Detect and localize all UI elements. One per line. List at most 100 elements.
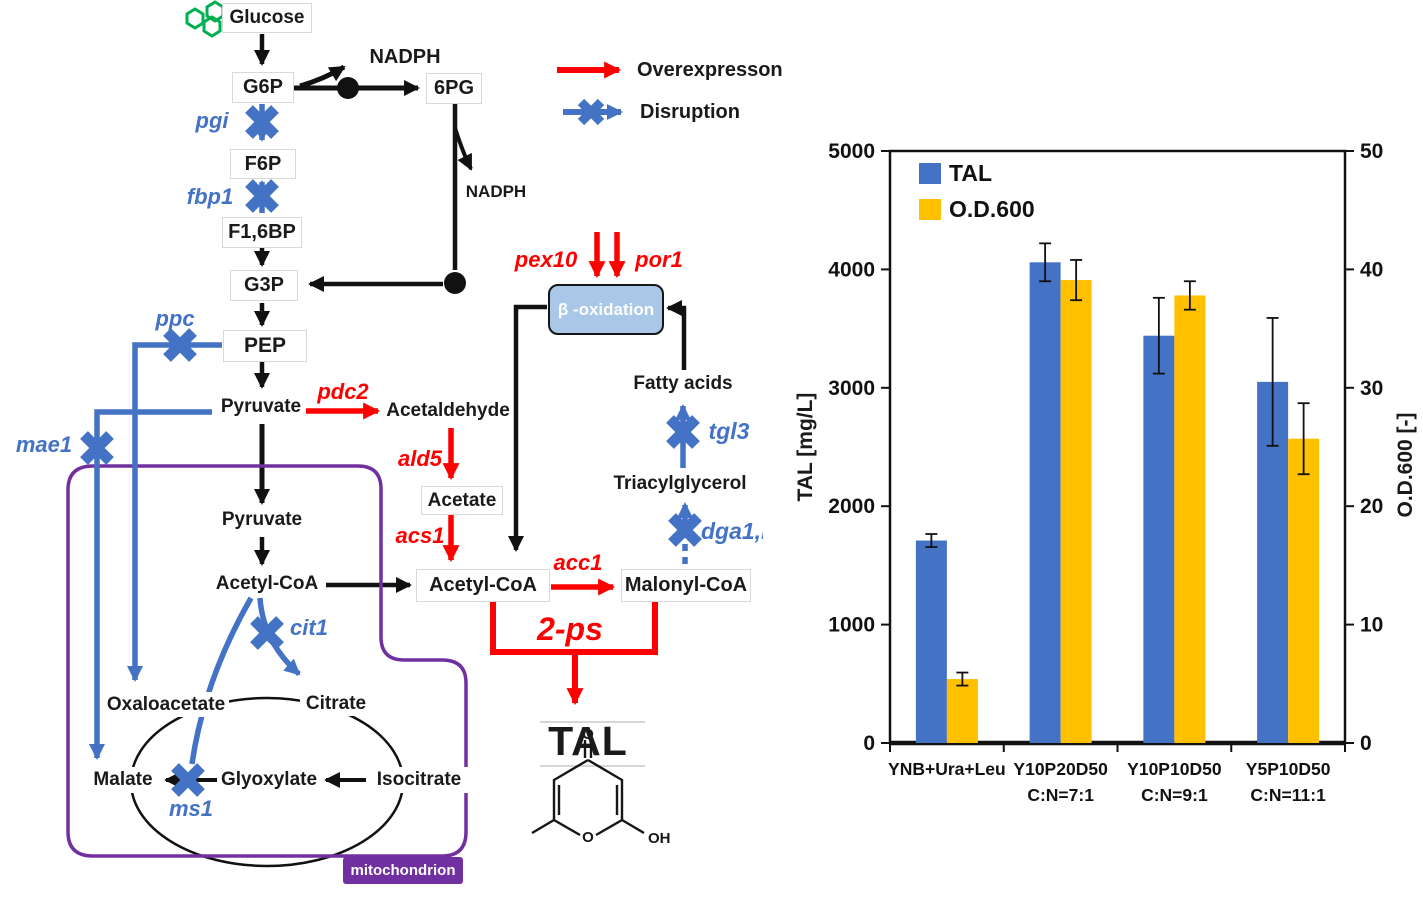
svg-text:0: 0 [1360, 732, 1372, 755]
svg-text:YNB+Ura+Leu: YNB+Ura+Leu [888, 759, 1006, 779]
disruption-x-marks [80, 98, 702, 797]
chart-legend-item-od600: O.D.600 [919, 196, 1035, 223]
x-dga1 [668, 513, 702, 547]
chart-y-right-title: O.D.600 [-] [1393, 412, 1417, 518]
red-arrows [306, 61, 658, 706]
x-mae1 [80, 431, 114, 465]
gene-pdc2: pdc2 [317, 379, 369, 405]
svg-text:20: 20 [1360, 495, 1383, 518]
svg-text:1000: 1000 [828, 614, 875, 637]
metabolite-glucose: Glucose [222, 3, 312, 33]
metabolite-glyoxylate: Glyoxylate [217, 767, 321, 793]
metabolite-acetaldehyde: Acetaldehyde [383, 398, 513, 424]
process-beta-oxidation: β -oxidation [548, 284, 664, 335]
svg-text:10: 10 [1360, 614, 1383, 637]
legend-overexpression-label: Overexpresson [637, 58, 783, 81]
tal-legend-label: TAL [949, 160, 993, 186]
bar-TAL-2 [1143, 335, 1175, 743]
x-pgi [245, 105, 279, 139]
product-tal: TAL [548, 718, 628, 765]
bar-TAL-1 [1029, 262, 1061, 743]
metabolite-g6p: G6P [232, 72, 294, 103]
gene-dga1-lro1: dga1,lr [701, 517, 763, 544]
tal-legend-swatch [919, 163, 941, 184]
gene-acc1: acc1 [553, 549, 603, 575]
structure-o-top: O [582, 726, 594, 743]
chart-bars-and-ticks: 0 1000 2000 3000 4000 5000 0 10 20 30 40 50 YNB+Ura+… [828, 140, 1383, 805]
chart-plot: 0 1000 2000 3000 4000 5000 0 10 20 30 40 50 YNB+Ura+… [828, 140, 1383, 805]
gene-ppc: ppc [155, 306, 195, 332]
metabolite-pep: PEP [223, 330, 307, 362]
glucose-icon [185, 0, 225, 38]
metabolite-triacylglycerol: Triacylglycerol [613, 472, 747, 494]
metabolite-oxaloacetate: Oxaloacetate [103, 692, 229, 717]
chart-y-left-title: TAL [mg/L] [793, 392, 817, 502]
od600-legend-swatch [919, 199, 941, 220]
svg-text:C:N=7:1: C:N=7:1 [1027, 785, 1094, 805]
gene-cit1: cit1 [290, 614, 328, 640]
bar-O.D.600-1 [1060, 280, 1092, 743]
gene-pex10: pex10 [514, 246, 578, 272]
svg-text:4000: 4000 [828, 258, 875, 281]
bar-O.D.600-0 [946, 679, 978, 743]
svg-text:3000: 3000 [828, 377, 875, 400]
metabolite-citrate: Citrate [300, 691, 372, 716]
metabolite-f16bp: F1,6BP [222, 217, 302, 248]
mitochondrion-outline [66, 464, 468, 858]
svg-text:2000: 2000 [828, 495, 875, 518]
svg-text:40: 40 [1360, 258, 1383, 281]
metabolite-isocitrate: Isocitrate [368, 767, 470, 793]
gene-acs1: acs1 [395, 523, 445, 549]
svg-text:C:N=9:1: C:N=9:1 [1141, 785, 1208, 805]
gene-2-ps: 2-ps [537, 611, 603, 648]
metabolite-acetyl-coa-cytosol: Acetyl-CoA [416, 569, 550, 602]
svg-text:0: 0 [863, 732, 875, 755]
x-ppc [163, 328, 197, 362]
svg-text:50: 50 [1360, 140, 1383, 163]
bar-O.D.600-3 [1288, 438, 1320, 743]
svg-text:Y5P10D50: Y5P10D50 [1246, 759, 1331, 779]
metabolite-acetyl-coa-mitochondrion: Acetyl-CoA [215, 573, 319, 595]
metabolite-g3p: G3P [230, 270, 298, 301]
label-nadph-1: NADPH [369, 46, 441, 68]
chart-legend-item-tal: TAL [919, 160, 992, 187]
gene-tgl3: tgl3 [708, 417, 750, 444]
metabolite-acetate: Acetate [421, 486, 503, 515]
gene-pgi: pgi [195, 107, 229, 133]
gene-mae1: mae1 [15, 431, 73, 457]
bar-TAL-0 [915, 540, 947, 743]
gene-ald5: ald5 [397, 446, 443, 472]
tal-separators [540, 721, 645, 767]
structure-oh: OH [648, 830, 671, 847]
x-tgl3 [666, 415, 700, 449]
gene-fbp1: fbp1 [186, 183, 234, 209]
gene-por1: por1 [635, 246, 683, 272]
metabolite-fatty-acids: Fatty acids [633, 373, 733, 395]
x-legend [577, 98, 605, 126]
metabolite-malonyl-coa: Malonyl-CoA [621, 569, 751, 602]
metabolite-malate: Malate [86, 767, 160, 793]
svg-text:Y10P20D50: Y10P20D50 [1013, 759, 1108, 779]
svg-text:Y10P10D50: Y10P10D50 [1127, 759, 1222, 779]
x-ms1 [171, 763, 205, 797]
tal-structure: O O OH [531, 726, 671, 847]
compartment-label-mitochondrion: mitochondrion [343, 857, 463, 884]
metabolite-f6p: F6P [230, 149, 296, 179]
x-cit1 [250, 616, 284, 650]
structure-o-ring: O [582, 829, 594, 846]
metabolite-6pg: 6PG [426, 73, 482, 104]
bar-O.D.600-2 [1174, 295, 1206, 743]
od600-legend-label: O.D.600 [949, 196, 1035, 222]
branch-node-g3p [444, 272, 466, 294]
metabolite-pyruvate-cytosol: Pyruvate [216, 394, 306, 420]
branch-node-g6p [337, 77, 359, 99]
metabolite-pyruvate-mitochondrion: Pyruvate [221, 509, 303, 531]
svg-text:C:N=11:1: C:N=11:1 [1250, 785, 1326, 805]
x-fbp1 [245, 179, 279, 213]
svg-text:5000: 5000 [828, 140, 875, 163]
svg-text:30: 30 [1360, 377, 1383, 400]
legend-disruption-label: Disruption [640, 100, 740, 123]
gene-ms1: ms1 [168, 795, 214, 821]
